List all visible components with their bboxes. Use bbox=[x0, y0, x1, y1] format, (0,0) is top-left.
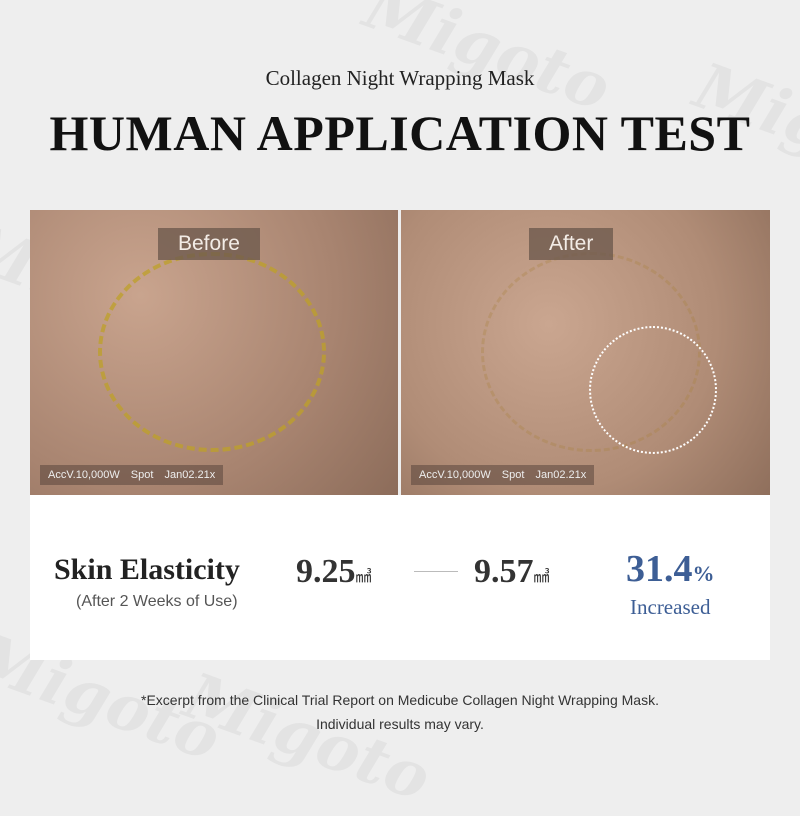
metric-period: (After 2 Weeks of Use) bbox=[76, 593, 238, 610]
result-panel: Skin Elasticity (After 2 Weeks of Use) 9… bbox=[30, 495, 770, 660]
after-value: 9.57㎣ bbox=[474, 553, 550, 590]
disclaimer: *Excerpt from the Clinical Trial Report … bbox=[141, 692, 659, 708]
photo-meta: AccV.10,000W Spot Jan02.21x bbox=[411, 465, 595, 485]
before-label: Before bbox=[158, 228, 260, 260]
page-title: HUMAN APPLICATION TEST bbox=[49, 105, 751, 161]
before-photo: Before AccV.10,000W Spot Jan02.21x bbox=[30, 210, 398, 495]
arrow-icon bbox=[414, 571, 458, 572]
disclaimer-note: Individual results may vary. bbox=[316, 716, 484, 732]
photo-meta: AccV.10,000W Spot Jan02.21x bbox=[40, 465, 224, 485]
watermark: Migoto bbox=[175, 659, 440, 816]
after-photo: After AccV.10,000W Spot Jan02.21x bbox=[401, 210, 770, 495]
change-percent: 31.4% bbox=[626, 548, 715, 590]
metric-name: Skin Elasticity bbox=[54, 553, 240, 586]
after-label: After bbox=[529, 228, 614, 260]
before-value: 9.25㎣ bbox=[296, 553, 372, 590]
highlight-circle bbox=[589, 326, 717, 454]
product-name: Collagen Night Wrapping Mask bbox=[265, 66, 535, 90]
change-label: Increased bbox=[630, 595, 711, 619]
marker-circle bbox=[98, 252, 326, 452]
